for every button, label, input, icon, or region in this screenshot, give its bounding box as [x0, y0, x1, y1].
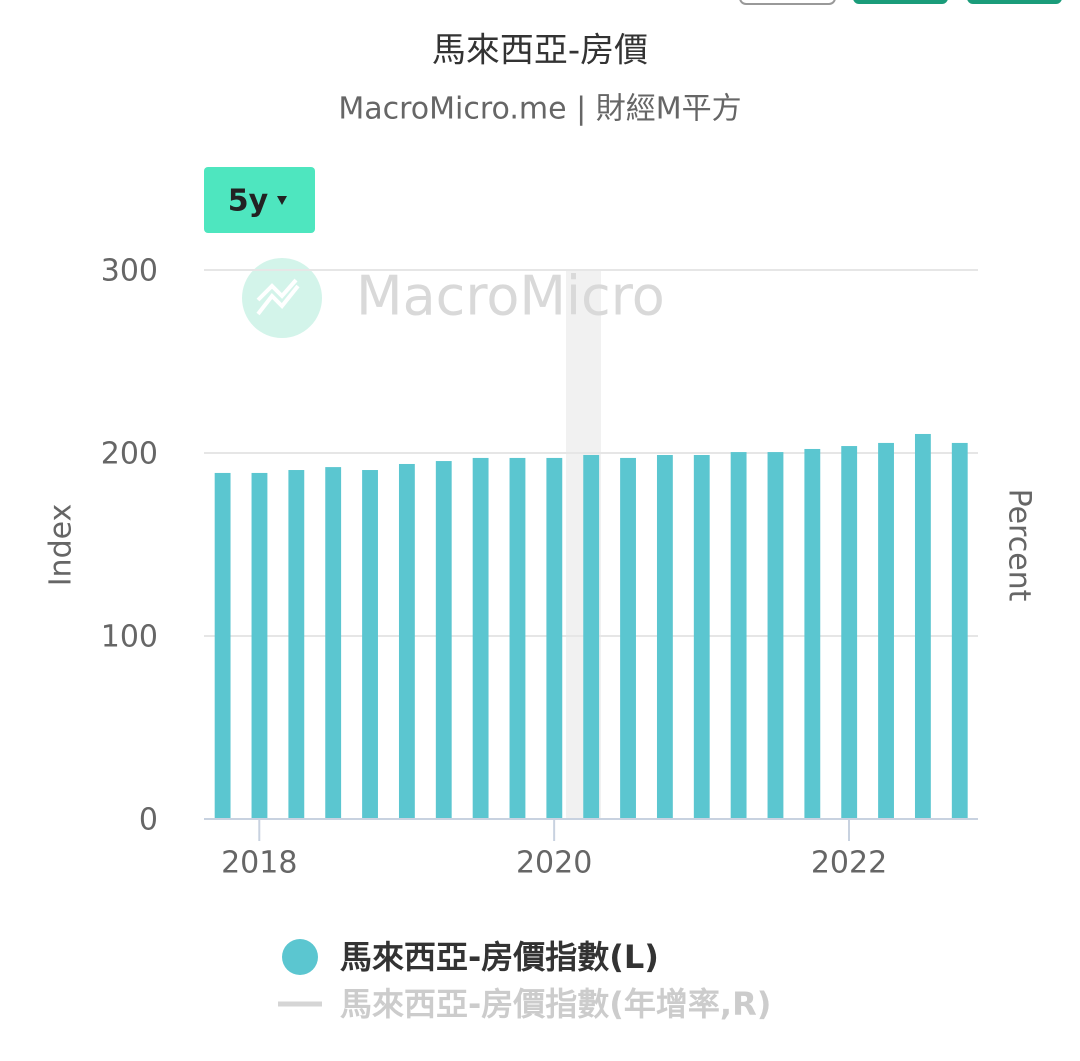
x-tick-label: 2022 — [811, 846, 887, 881]
y2-axis-title: Percent — [1002, 489, 1037, 602]
bar — [804, 448, 821, 819]
bar — [362, 470, 378, 819]
bar — [546, 457, 563, 819]
y-tick-label: 200 — [101, 437, 158, 472]
range-button[interactable] — [204, 167, 315, 233]
bar — [951, 442, 968, 819]
bar — [325, 467, 342, 819]
y-tick-label: 100 — [101, 620, 158, 655]
bar — [251, 472, 268, 819]
bar — [583, 455, 600, 819]
bar — [509, 457, 526, 819]
bar — [693, 455, 710, 819]
dropdown-arrow — [277, 196, 287, 205]
x-tick-label: 2018 — [221, 846, 297, 881]
top-button[interactable] — [739, 0, 836, 5]
top-button[interactable] — [853, 0, 948, 4]
y-tick-label: 0 — [139, 803, 158, 838]
chart-subtitle: MacroMicro.me | 財經M平方 — [338, 92, 741, 127]
legend-label: 馬來西亞-房價指數(L) — [340, 938, 659, 976]
watermark-logo-mark — [256, 278, 300, 316]
bar — [620, 457, 636, 819]
chart-title: 馬來西亞-房價 — [432, 31, 648, 71]
watermark: MacroMicro — [356, 265, 665, 328]
bar — [288, 470, 305, 819]
bar — [398, 463, 415, 819]
bar — [730, 452, 747, 819]
top-button[interactable] — [967, 0, 1062, 4]
bar — [214, 472, 231, 819]
y-axis-title: Index — [44, 504, 79, 587]
bar — [435, 461, 452, 819]
x-tick-label: 2020 — [516, 846, 592, 881]
bar — [656, 455, 673, 819]
bar — [914, 433, 931, 819]
bar — [472, 457, 489, 819]
bar — [767, 452, 784, 819]
y-tick-label: 300 — [101, 254, 158, 289]
range-button-label[interactable]: 5y — [228, 184, 269, 219]
legend-marker — [282, 939, 318, 975]
bar — [841, 446, 858, 819]
legend-label: 馬來西亞-房價指數(年增率,R) — [340, 985, 771, 1023]
bar — [878, 442, 894, 819]
